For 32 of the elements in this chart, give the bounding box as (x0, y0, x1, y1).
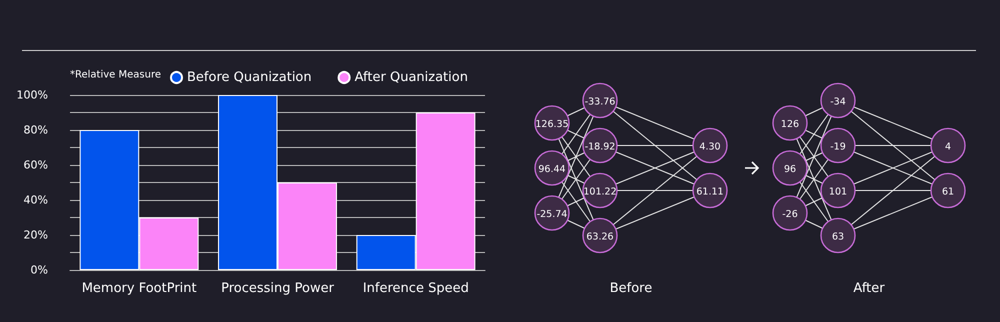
text: Before (610, 281, 652, 296)
text: -26 (782, 209, 798, 220)
x-tick-label: Inference Speed (362, 281, 469, 296)
text: 61.11 (696, 186, 724, 198)
text: -18.92 (584, 142, 616, 152)
y-tick-label: 100% (16, 88, 48, 102)
y-tick-label: 80% (24, 124, 48, 136)
y-tick-label: 0% (30, 264, 48, 276)
text: 61 (942, 186, 954, 198)
text: 101.22 (583, 186, 617, 198)
text: 63.26 (586, 232, 614, 242)
legend-label: Before Quanization (187, 70, 312, 85)
text: 126.35 (535, 119, 569, 130)
x-tick-label: Processing Power (221, 281, 335, 296)
text: 101 (828, 186, 848, 198)
text: 96 (784, 164, 796, 175)
text: *Relative Measure (70, 70, 162, 80)
text: 63 (832, 232, 844, 242)
text: -34 (830, 96, 846, 108)
text: 96.44 (538, 164, 566, 175)
text: 4 (944, 142, 952, 152)
y-tick-label: 20% (24, 228, 48, 242)
text: -25.74 (536, 209, 568, 220)
y-tick-label: 40% (24, 194, 48, 206)
text: 4.30 (699, 142, 721, 152)
legend-label: After Quanization (354, 70, 468, 85)
text: -33.76 (584, 96, 616, 108)
y-tick-label: 60% (24, 158, 48, 172)
text: After (853, 281, 886, 296)
text: 126 (780, 119, 800, 130)
x-tick-label: Memory FootPrint (82, 281, 197, 296)
text: -19 (830, 142, 846, 152)
